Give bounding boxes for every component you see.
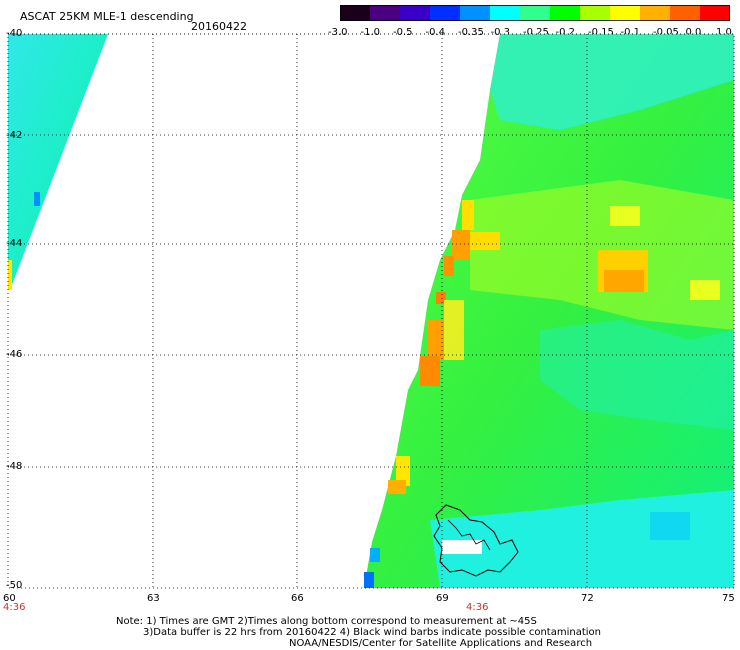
colorbar-swatch	[640, 5, 671, 21]
time-label-left: 4:36	[3, 602, 26, 613]
right-swath	[364, 34, 734, 588]
colorbar-swatch	[670, 5, 701, 21]
yellow-patch-4	[396, 456, 410, 486]
colorbar-label: -0.2	[555, 27, 576, 38]
lon-label-72: 72	[581, 593, 594, 604]
lat-label-50: -50	[6, 580, 23, 591]
lon-label-63: 63	[147, 593, 160, 604]
left-swath-yellow-edge	[8, 260, 12, 290]
colorbar-swatches	[340, 5, 730, 21]
yellow-patch-6	[610, 206, 640, 226]
colorbar-swatch	[400, 5, 431, 21]
colorbar-label: -0.1	[620, 27, 641, 38]
colorbar-swatch	[370, 5, 401, 21]
cyan-spot-bottom-right	[650, 512, 690, 540]
orange-patch-3	[436, 292, 446, 304]
colorbar-label: -0.25	[523, 27, 549, 38]
yellow-patch-3	[444, 300, 464, 360]
colorbar	[340, 5, 730, 21]
colorbar-swatch	[430, 5, 461, 21]
orange-patch-6	[388, 480, 406, 494]
colorbar-label: 0.0	[685, 27, 702, 38]
island-mask	[442, 540, 482, 554]
lon-label-60: 60	[3, 593, 16, 604]
colorbar-swatch	[700, 5, 730, 21]
left-swath-blue-patch	[34, 192, 40, 206]
lat-label-46: -46	[6, 349, 23, 360]
colorbar-label: 1.0	[716, 27, 732, 38]
note-line-3: NOAA/NESDIS/Center for Satellite Applica…	[289, 638, 593, 649]
orange-patch-4	[428, 320, 444, 360]
colorbar-label: -0.35	[458, 27, 484, 38]
colorbar-frame	[340, 5, 730, 21]
island-inner-coast	[447, 519, 491, 551]
yellow-patch-7	[690, 280, 720, 300]
colorbar-label: -0.4	[425, 27, 446, 38]
colorbar-label: -1.0	[360, 27, 381, 38]
note-line-1: Note: 1) Times are GMT 2)Times along bot…	[116, 616, 537, 627]
colorbar-label: -0.05	[653, 27, 679, 38]
lon-label-66: 66	[291, 593, 304, 604]
colorbar-swatch	[490, 5, 521, 21]
note-line-2: 3)Data buffer is 22 hrs from 20160422 4)…	[143, 627, 601, 638]
orange-patch-5	[420, 356, 440, 386]
lat-label-40: -40	[6, 28, 23, 39]
time-label-swath: 4:36	[466, 602, 489, 613]
lat-label-44: -44	[6, 238, 23, 249]
colorbar-swatch	[460, 5, 491, 21]
blue-patch-bottom-left-2	[370, 548, 380, 562]
lat-label-48: -48	[6, 461, 23, 472]
orange-patch-2	[444, 256, 454, 276]
lon-label-75: 75	[722, 593, 735, 604]
cyan-region-mid	[540, 320, 734, 430]
orange-patch-7	[604, 270, 644, 292]
colorbar-swatch	[610, 5, 641, 21]
colorbar-swatch	[520, 5, 551, 21]
lat-label-42: -42	[6, 130, 23, 141]
colorbar-swatch	[550, 5, 581, 21]
cyan-region-top	[490, 34, 734, 130]
colorbar-label: -0.15	[588, 27, 614, 38]
map-title: ASCAT 25KM MLE-1 descending	[20, 10, 194, 23]
yellow-patch-2	[470, 232, 500, 250]
colorbar-label: -0.5	[393, 27, 413, 38]
lon-label-69: 69	[436, 593, 449, 604]
left-swath	[8, 34, 108, 290]
map-date: 20160422	[191, 20, 247, 33]
colorbar-label: -0.3	[490, 27, 511, 38]
orange-patch-1	[452, 230, 470, 260]
colorbar-label: -3.0	[328, 27, 348, 38]
colorbar-swatch	[340, 5, 371, 21]
colorbar-swatch	[580, 5, 611, 21]
yellow-patch-1	[462, 200, 474, 230]
blue-patch-bottom-left	[364, 572, 374, 588]
